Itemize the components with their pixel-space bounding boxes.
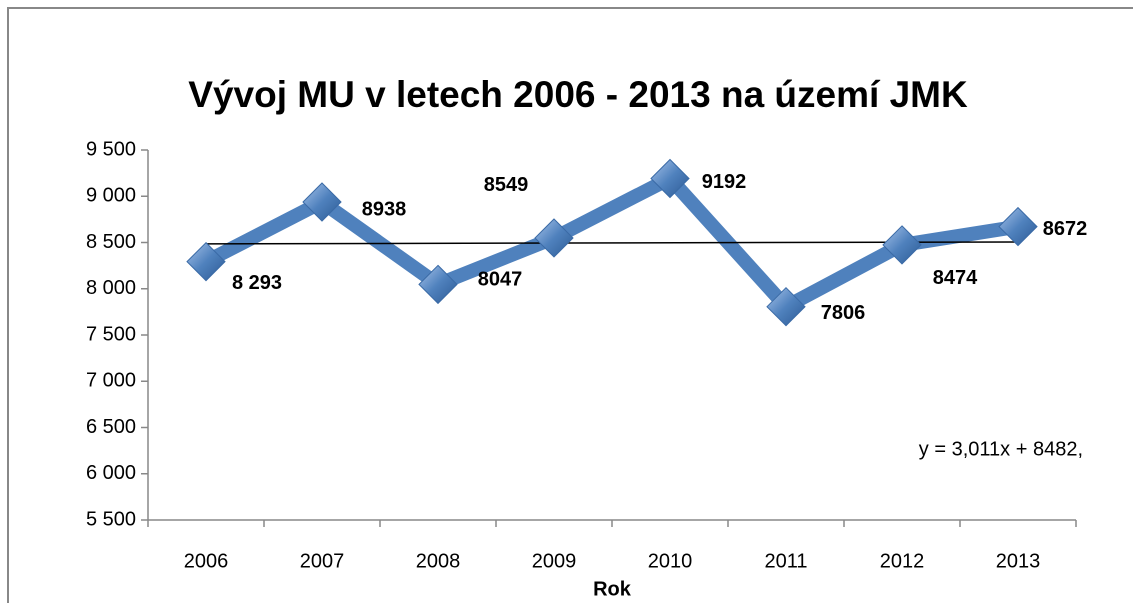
chart-frame (7, 7, 1133, 603)
marker (650, 158, 690, 199)
data-label: 9192 (702, 171, 747, 193)
trendline (205, 241, 1019, 245)
x-tick-label: 2009 (532, 550, 577, 572)
data-label: 8 293 (232, 272, 282, 294)
x-tick-label: 2010 (648, 550, 693, 572)
series-line (202, 169, 1020, 316)
chart-title: Vývoj MU v letech 2006 - 2013 na území J… (188, 74, 968, 115)
x-axis-label: Rok (593, 578, 632, 600)
data-label: 8549 (484, 174, 529, 196)
marker (998, 206, 1038, 247)
x-tick-label: 2011 (764, 550, 807, 572)
trendline-equation: y = 3,011x + 8482, (919, 438, 1083, 460)
y-tick-label: 7 000 (86, 370, 136, 392)
marker (882, 225, 922, 265)
x-tick-label: 2008 (416, 550, 461, 572)
y-tick-label: 9 500 (86, 138, 136, 160)
x-tick-label: 2013 (996, 550, 1041, 572)
y-tick-label: 6 500 (86, 416, 136, 438)
data-label: 8474 (933, 267, 978, 289)
x-tick-label: 2007 (300, 550, 345, 572)
y-tick-label: 8 000 (86, 277, 136, 299)
marker (302, 182, 342, 222)
y-tick-label: 7 500 (86, 323, 136, 345)
y-tick-label: 8 500 (86, 231, 136, 253)
y-tick-label: 5 500 (86, 508, 136, 530)
x-tick-label: 2012 (880, 550, 925, 572)
data-label: 7806 (821, 302, 866, 324)
marker (534, 218, 574, 258)
data-label: 8938 (362, 198, 407, 220)
y-tick-label: 6 000 (86, 462, 136, 484)
x-tick-label: 2006 (184, 550, 229, 572)
y-tick-label: 9 000 (86, 185, 136, 207)
data-label: 8672 (1043, 218, 1088, 240)
marker (186, 241, 226, 282)
marker (418, 264, 458, 305)
marker (766, 286, 806, 327)
data-label: 8047 (478, 269, 523, 291)
